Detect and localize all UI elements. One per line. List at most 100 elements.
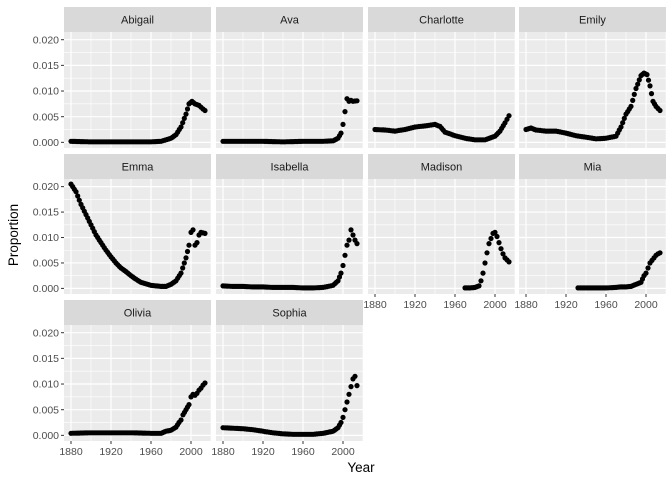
y-tick-label: 0.005 <box>33 404 59 416</box>
facet-charlotte: Charlotte <box>368 7 516 148</box>
facet-strip-label: Olivia <box>124 308 152 320</box>
data-point <box>184 106 191 112</box>
facet-strip <box>519 7 666 32</box>
data-point <box>498 246 504 252</box>
data-points <box>220 373 360 437</box>
y-tick-label: 0.000 <box>33 137 59 149</box>
facet-strip <box>368 154 515 179</box>
data-point <box>633 85 639 92</box>
facet-strip <box>519 154 666 179</box>
data-point <box>488 235 494 242</box>
y-tick-label: 0.010 <box>33 232 59 244</box>
data-point <box>338 130 344 136</box>
x-tick-label: 2000 <box>331 446 355 458</box>
facet-sophia: Sophia <box>216 300 364 441</box>
y-tick-label: 0.015 <box>33 60 59 72</box>
data-point <box>628 103 634 109</box>
data-point <box>636 77 642 83</box>
facet-emma: Emma <box>64 154 212 294</box>
data-point <box>342 109 348 115</box>
data-point <box>186 402 192 408</box>
data-point <box>76 197 82 203</box>
x-tick-label: 1880 <box>211 446 235 458</box>
data-point <box>181 115 187 121</box>
data-point <box>494 233 500 240</box>
data-point <box>354 383 360 389</box>
y-tick-label: 0.000 <box>33 430 59 442</box>
data-point <box>180 120 186 126</box>
data-point <box>346 391 352 397</box>
data-point <box>202 230 208 236</box>
data-point <box>184 248 191 255</box>
facet-strip <box>64 154 211 179</box>
data-point <box>620 120 626 126</box>
data-point <box>354 98 360 104</box>
y-tick-label: 0.010 <box>33 379 59 391</box>
data-point <box>336 274 343 280</box>
data-point <box>194 240 200 246</box>
data-point <box>476 283 482 289</box>
data-point <box>181 260 187 266</box>
facet-madison: Madison <box>368 154 516 294</box>
facet-panel <box>216 32 363 148</box>
facet-strip <box>64 300 211 325</box>
x-tick-label: 1920 <box>403 299 427 311</box>
y-tick-label: 0.020 <box>33 327 59 339</box>
data-point <box>202 380 208 386</box>
data-point <box>486 241 492 247</box>
axis-ticks: 0.000 0.005 0.010 0.015 0.020 0.000 0.005 0.010… <box>33 34 658 458</box>
data-point <box>482 260 488 266</box>
data-point <box>338 270 344 276</box>
facet-strip <box>216 7 363 32</box>
data-point <box>340 262 346 269</box>
facet-strip <box>368 7 515 32</box>
facet-panel <box>216 325 363 441</box>
data-point <box>480 270 486 276</box>
data-point <box>180 265 186 271</box>
data-point <box>645 265 651 271</box>
x-axis-title: Year <box>347 460 375 475</box>
facet-isabella: Isabella <box>216 154 364 294</box>
x-tick-label: 1880 <box>59 446 83 458</box>
data-point <box>657 250 663 256</box>
y-tick-label: 0.015 <box>33 353 59 365</box>
x-tick-label: 1960 <box>443 299 467 311</box>
facet-ava: Ava <box>216 7 364 148</box>
data-point <box>643 270 649 276</box>
data-points <box>68 98 208 145</box>
facet-panel <box>519 179 666 294</box>
x-tick-label: 2000 <box>634 299 658 311</box>
data-points <box>575 250 663 291</box>
x-tick-label: 1960 <box>291 446 315 458</box>
data-point <box>178 270 184 276</box>
data-point <box>631 91 637 97</box>
data-point <box>348 227 354 233</box>
y-tick-label: 0.020 <box>33 181 59 193</box>
data-point <box>344 399 350 405</box>
data-point <box>644 72 650 78</box>
facet-panel <box>64 179 211 294</box>
y-tick-label: 0.000 <box>33 283 59 295</box>
data-point <box>346 237 352 243</box>
facet-panel <box>64 325 211 441</box>
facet-strip-label: Ava <box>280 15 300 27</box>
x-tick-label: 1880 <box>363 299 387 311</box>
facet-panel <box>368 179 515 294</box>
x-tick-label: 1880 <box>514 299 538 311</box>
y-axis-title: Proportion <box>6 204 21 266</box>
x-tick-label: 1960 <box>139 446 163 458</box>
facet-strip-label: Emma <box>122 162 155 174</box>
data-point <box>186 242 192 248</box>
data-point <box>352 373 358 379</box>
data-point <box>645 77 652 83</box>
facet-strip-label: Isabella <box>271 162 310 174</box>
data-point <box>478 278 484 284</box>
data-point <box>635 81 641 87</box>
gridlines <box>519 32 667 148</box>
x-tick-label: 2000 <box>179 446 203 458</box>
x-tick-label: 1920 <box>99 446 123 458</box>
data-point <box>178 417 184 423</box>
facet-olivia: Olivia <box>64 300 212 441</box>
facet-strip <box>216 300 363 325</box>
